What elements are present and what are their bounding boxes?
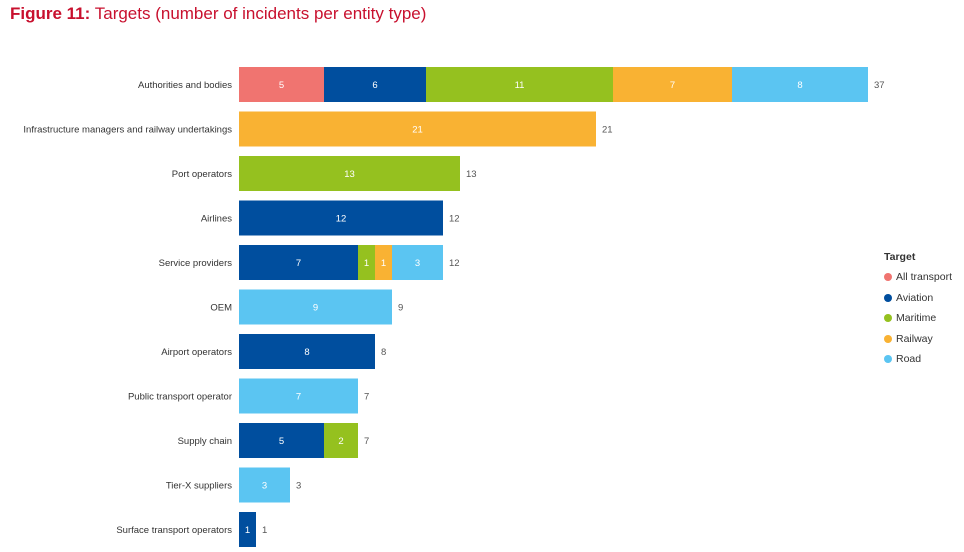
- bar-segment-road: [239, 378, 358, 414]
- data-label: 5: [279, 436, 284, 447]
- bar-segment-railway: [239, 111, 596, 147]
- total-label: 9: [398, 303, 403, 314]
- data-label: 21: [412, 125, 423, 136]
- data-label: 7: [670, 80, 675, 91]
- legend-label: Maritime: [896, 312, 937, 325]
- legend-item-aviation[interactable]: Aviation: [884, 288, 952, 309]
- category-label: Supply chain: [178, 436, 232, 447]
- data-label: 5: [279, 80, 284, 91]
- category-label: OEM: [210, 303, 232, 314]
- data-label: 3: [262, 481, 267, 492]
- legend-item-road[interactable]: Road: [884, 349, 952, 370]
- data-label: 1: [364, 258, 369, 269]
- category-label: Service providers: [159, 258, 233, 269]
- data-label: 9: [313, 303, 318, 314]
- data-label: 6: [372, 80, 377, 91]
- category-label: Airlines: [201, 214, 232, 225]
- bar-segment-aviation: [239, 245, 358, 280]
- total-label: 12: [449, 214, 460, 225]
- total-label: 12: [449, 258, 460, 269]
- bar-segment-aviation: [239, 512, 256, 547]
- total-label: 7: [364, 436, 369, 447]
- legend-swatch: [884, 273, 892, 282]
- category-label: Infrastructure managers and railway unde…: [23, 125, 232, 136]
- bar-segment-road: [392, 245, 443, 280]
- bar-segment-road: [239, 467, 290, 503]
- category-label: Port operators: [172, 169, 232, 180]
- bar-segment-all-transport: [239, 67, 324, 102]
- category-label: Public transport operator: [128, 392, 232, 403]
- total-label: 8: [381, 347, 386, 358]
- legend-label: All transport: [896, 271, 953, 284]
- legend-label: Railway: [896, 332, 933, 345]
- data-label: 7: [296, 258, 301, 269]
- legend-item-railway[interactable]: Railway: [884, 329, 952, 350]
- data-label: 2: [338, 436, 343, 447]
- total-label: 1: [262, 525, 267, 536]
- legend-swatch: [884, 355, 892, 364]
- figure-title: Figure 11: Targets (number of incidents …: [10, 4, 426, 24]
- total-label: 3: [296, 481, 301, 492]
- bar-segment-aviation: [239, 423, 324, 458]
- bar-segment-aviation: [239, 334, 375, 369]
- bar-segment-road: [239, 289, 392, 325]
- data-label: 1: [381, 258, 386, 269]
- bar-segment-maritime: [239, 156, 460, 191]
- category-labels: Authorities and bodies Infrastructure man…: [23, 80, 232, 536]
- data-label: 3: [415, 258, 420, 269]
- bar-segment-railway: [375, 245, 392, 280]
- total-label: 37: [874, 80, 885, 91]
- data-label: 8: [304, 347, 309, 358]
- bar-segment-railway: [613, 67, 732, 102]
- bar-segment-aviation: [324, 67, 426, 102]
- category-label: Tier-X suppliers: [166, 481, 232, 492]
- legend-swatch: [884, 293, 892, 302]
- category-label: Surface transport operators: [116, 525, 232, 536]
- bar-segment-maritime: [324, 423, 358, 458]
- bar-segment-aviation: [239, 200, 443, 236]
- bar-segment-maritime: [358, 245, 375, 280]
- legend-item-all-transport[interactable]: All transport: [884, 267, 952, 288]
- data-label: 11: [515, 80, 525, 91]
- total-label: 13: [466, 169, 477, 180]
- legend-items: All transport Aviation Maritime Railway Road: [884, 267, 952, 370]
- figure-number: Figure 11:: [10, 4, 91, 23]
- figure-caption: Targets (number of incidents per entity …: [94, 4, 427, 23]
- data-label: 13: [344, 169, 355, 180]
- category-label: Authorities and bodies: [138, 80, 232, 91]
- total-label: 21: [602, 125, 613, 136]
- legend-label: Road: [896, 353, 922, 366]
- data-label: 8: [797, 80, 802, 91]
- legend-swatch: [884, 314, 892, 323]
- data-label: 1: [245, 525, 250, 536]
- bar-segment-maritime: [426, 67, 613, 102]
- legend-label: Aviation: [896, 291, 934, 304]
- data-label: 7: [296, 392, 301, 403]
- legend-swatch: [884, 334, 892, 343]
- bar-segment-road: [732, 67, 868, 102]
- total-label: 7: [364, 392, 369, 403]
- data-label: 12: [336, 214, 347, 225]
- legend-title: Target: [884, 251, 916, 263]
- legend: Target All transport Aviation Maritime Rail…: [884, 251, 952, 370]
- legend-item-maritime[interactable]: Maritime: [884, 308, 952, 329]
- category-label: Airport operators: [161, 347, 232, 358]
